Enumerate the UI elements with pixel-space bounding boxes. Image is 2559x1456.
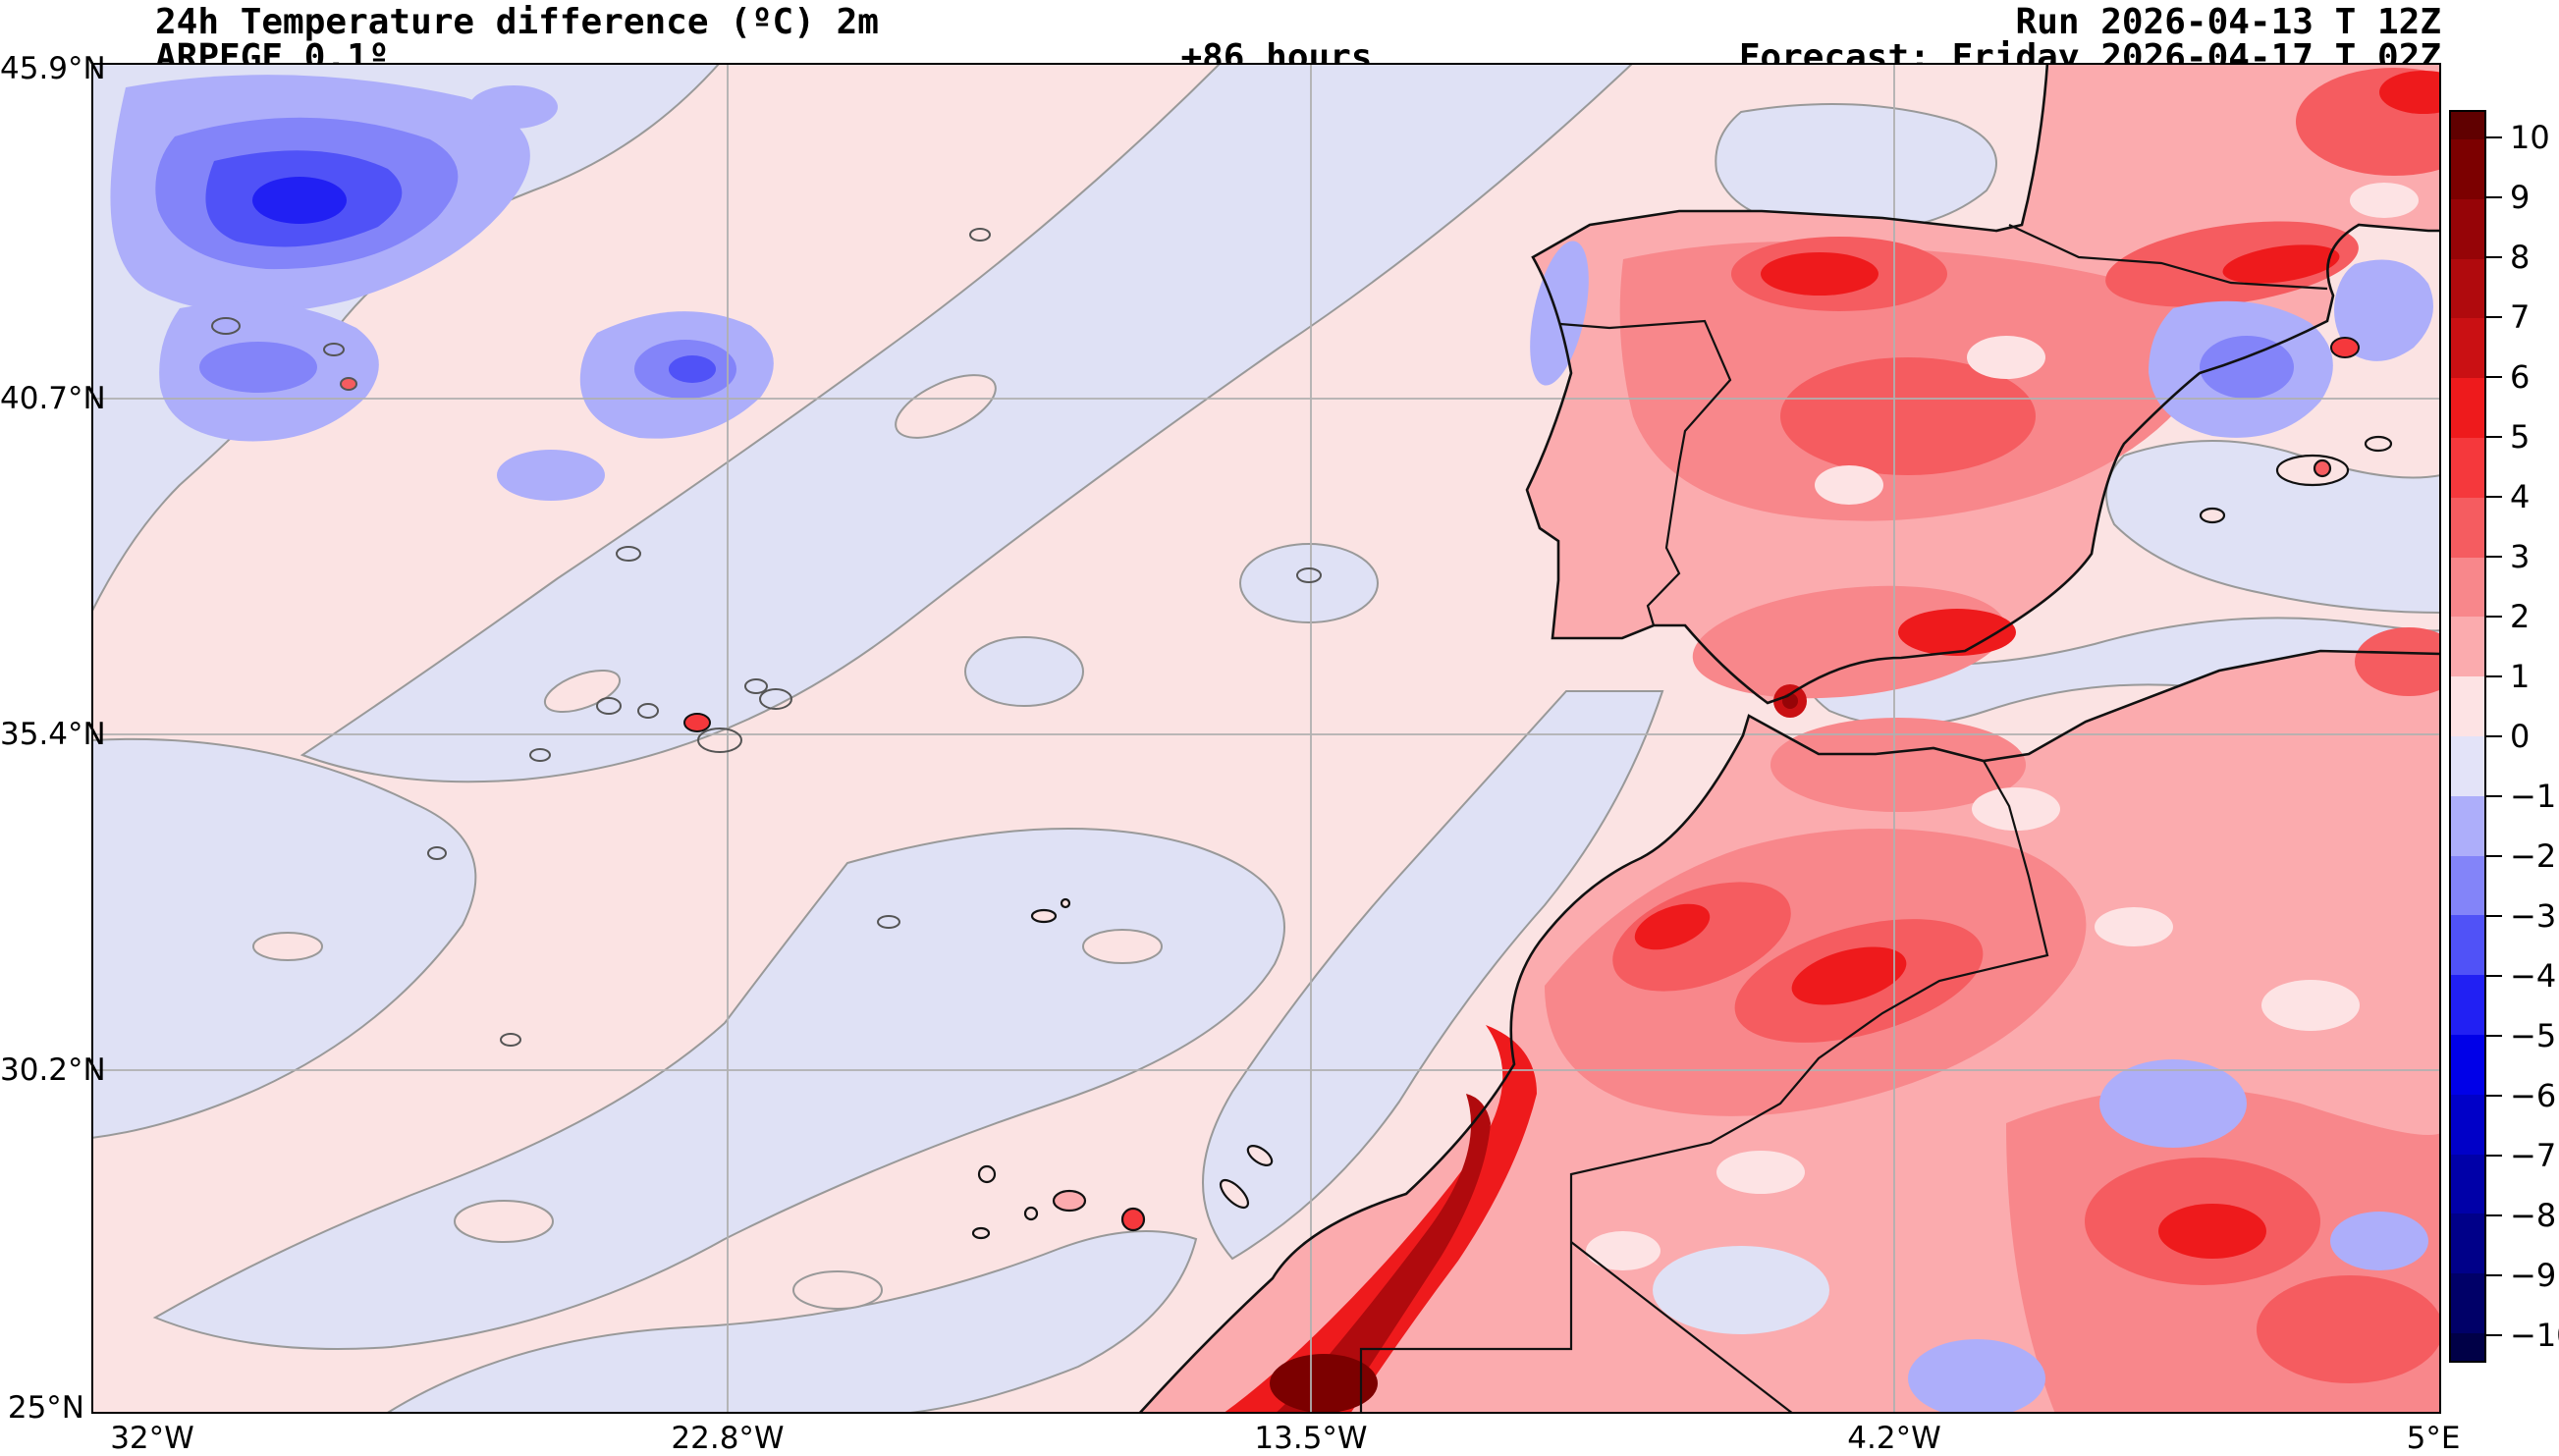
colorbar-segment [2451, 975, 2484, 1035]
colorbar-tick-mark [2486, 196, 2502, 198]
colorbar-tick-mark [2486, 436, 2502, 438]
colorbar-tick-label: −10 [2510, 1317, 2559, 1354]
colorbar-segment [2451, 1273, 2484, 1333]
colorbar-segment [2451, 112, 2484, 139]
colorbar-tick-label: 8 [2510, 239, 2531, 276]
colorbar-tick-mark [2486, 1155, 2502, 1157]
x-axis-tick-label: 5°E [2406, 1421, 2461, 1456]
colorbar-segment [2451, 557, 2484, 618]
colorbar-segment [2451, 1213, 2484, 1274]
run-label: Run 2026-04-13 T 12Z [2015, 2, 2441, 42]
grid-lines [91, 63, 2441, 1414]
colorbar-tick-mark [2486, 496, 2502, 498]
colorbar-tick-label: −3 [2510, 897, 2557, 935]
northwest-cold-anomaly [110, 75, 558, 442]
africa-anomalies [1223, 627, 2441, 1414]
x-axis-tick-label: 4.2°W [1847, 1421, 1941, 1456]
colorbar-tick-label: −9 [2510, 1257, 2557, 1294]
colorbar-segment [2451, 497, 2484, 558]
colorbar-tick-label: −1 [2510, 778, 2557, 815]
colorbar-tick-mark [2486, 256, 2502, 258]
map-plot [91, 63, 2441, 1414]
colorbar-tick-label: −5 [2510, 1017, 2557, 1054]
y-axis-tick-label: 40.7°N [0, 381, 106, 416]
colorbar-tick-mark [2486, 915, 2502, 917]
colorbar-segment [2451, 318, 2484, 379]
islands [971, 435, 2393, 1240]
temperature-difference-map [91, 63, 2441, 1414]
colorbar-segment [2451, 198, 2484, 259]
colorbar-tick-label: −2 [2510, 837, 2557, 875]
colorbar-tick-label: −4 [2510, 957, 2557, 995]
colorbar-tick-mark [2486, 316, 2502, 318]
colorbar-tick-label: −7 [2510, 1137, 2557, 1174]
colorbar-tick-mark [2486, 735, 2502, 737]
france-anomalies [2296, 68, 2441, 361]
colorbar-tick-mark [2486, 1095, 2502, 1097]
colorbar-tick-mark [2486, 1035, 2502, 1037]
colorbar-tick-mark [2486, 855, 2502, 857]
colorbar-segment [2451, 735, 2484, 796]
colorbar-tick-label: −8 [2510, 1197, 2557, 1234]
x-axis-tick-label: 32°W [110, 1421, 194, 1456]
colorbar-segment [2451, 437, 2484, 498]
coastlines [1138, 63, 2441, 1414]
x-axis-tick-label: 13.5°W [1254, 1421, 1368, 1456]
colorbar-segment [2451, 676, 2484, 736]
iberia-anomalies [1530, 221, 2359, 718]
colorbar-tick-label: 7 [2510, 298, 2531, 336]
colorbar-tick-mark [2486, 975, 2502, 977]
y-axis-tick-label: 30.2°N [0, 1052, 106, 1088]
colorbar-tick-mark [2486, 1214, 2502, 1216]
colorbar-tick-mark [2486, 795, 2502, 797]
colorbar-tick-mark [2486, 136, 2502, 138]
page-title: 24h Temperature difference (ºC) 2m [155, 2, 879, 42]
colorbar-tick-mark [2486, 556, 2502, 558]
colorbar-segment [2451, 258, 2484, 319]
colorbar-segment [2451, 378, 2484, 438]
midatlantic-cold-pocket [497, 311, 774, 501]
colorbar-tick-label: 2 [2510, 598, 2531, 635]
y-axis-tick-label: 45.9°N [0, 51, 106, 86]
positive-pockets [206, 111, 1163, 1310]
colorbar-tick-label: 6 [2510, 358, 2531, 396]
colorbar-tick-mark [2486, 675, 2502, 677]
colorbar-tick-mark [2486, 1274, 2502, 1276]
colorbar-segment [2451, 1094, 2484, 1155]
colorbar-tick-label: 9 [2510, 179, 2531, 216]
colorbar-segment [2451, 139, 2484, 199]
colorbar-segment [2451, 1154, 2484, 1214]
x-axis-tick-label: 22.8°W [671, 1421, 785, 1456]
colorbar-tick-mark [2486, 616, 2502, 618]
colorbar-tick-mark [2486, 1334, 2502, 1336]
country-borders [1359, 224, 2328, 1414]
y-axis-tick-label: 25°N [7, 1390, 84, 1426]
colorbar-segment [2451, 795, 2484, 856]
colorbar-tick-mark [2486, 376, 2502, 378]
colorbar-tick-label: 0 [2510, 718, 2531, 755]
colorbar-segment [2451, 1034, 2484, 1095]
colorbar-segment [2451, 855, 2484, 916]
colorbar-segment [2451, 1332, 2484, 1361]
colorbar-segment [2451, 915, 2484, 976]
colorbar [2449, 110, 2486, 1363]
colorbar-tick-label: 4 [2510, 478, 2531, 515]
colorbar-tick-label: 5 [2510, 418, 2531, 456]
colorbar-tick-label: −6 [2510, 1077, 2557, 1114]
contour-rings [211, 228, 1322, 1047]
colorbar-tick-label: 10 [2510, 119, 2550, 156]
colorbar-segment [2451, 617, 2484, 677]
y-axis-tick-label: 35.4°N [0, 717, 106, 752]
colorbar-tick-label: 3 [2510, 538, 2531, 575]
colorbar-tick-label: 1 [2510, 658, 2531, 695]
